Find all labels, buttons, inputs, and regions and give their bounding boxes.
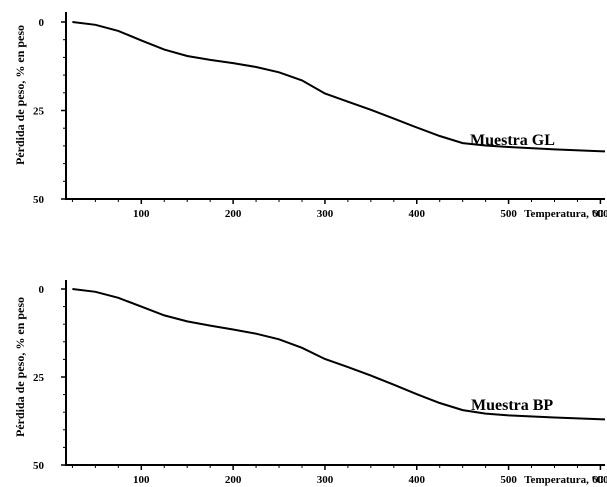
x-tick-label: 500 bbox=[500, 474, 517, 486]
x-tick-label: 200 bbox=[225, 208, 242, 220]
weight-loss-curve bbox=[72, 21, 606, 153]
x-tick-label: 300 bbox=[317, 474, 334, 486]
y-ticks: 0 25 50 bbox=[33, 284, 66, 472]
x-tick-label: 100 bbox=[133, 474, 150, 486]
y-ticks: 0 25 50 bbox=[33, 17, 66, 206]
y-tick-label: 50 bbox=[33, 460, 45, 472]
x-ticks: 100200300400500600700 bbox=[133, 199, 607, 220]
x-tick-label: 500 bbox=[500, 208, 517, 220]
x-minor-ticks bbox=[71, 199, 578, 202]
x-axis-label: Temperatura, °C bbox=[524, 474, 604, 486]
y-tick-label: 0 bbox=[39, 17, 45, 29]
x-tick-label: 300 bbox=[317, 208, 334, 220]
weight-loss-curve bbox=[72, 288, 606, 421]
x-tick-label: 400 bbox=[409, 208, 426, 220]
y-tick-label: 50 bbox=[33, 194, 45, 206]
y-axis-label: Pérdida de peso, % en peso bbox=[13, 25, 27, 165]
y-axis-label: Pérdida de peso, % en peso bbox=[13, 297, 27, 437]
y-tick-label: 25 bbox=[33, 372, 45, 384]
sample-label: Muestra BP bbox=[471, 397, 553, 414]
x-tick-label: 100 bbox=[133, 208, 150, 220]
x-tick-label: 600 bbox=[592, 474, 607, 486]
x-minor-ticks bbox=[71, 465, 578, 468]
y-tick-label: 25 bbox=[33, 106, 45, 118]
x-tick-label: 600 bbox=[592, 208, 607, 220]
x-tick-label: 400 bbox=[409, 474, 426, 486]
x-ticks: 100200300400500600700 bbox=[133, 465, 607, 486]
sample-label: Muestra GL bbox=[470, 132, 555, 149]
y-tick-label: 0 bbox=[39, 284, 45, 296]
x-axis-label: Temperatura, °C bbox=[524, 208, 604, 220]
x-tick-label: 200 bbox=[225, 474, 242, 486]
